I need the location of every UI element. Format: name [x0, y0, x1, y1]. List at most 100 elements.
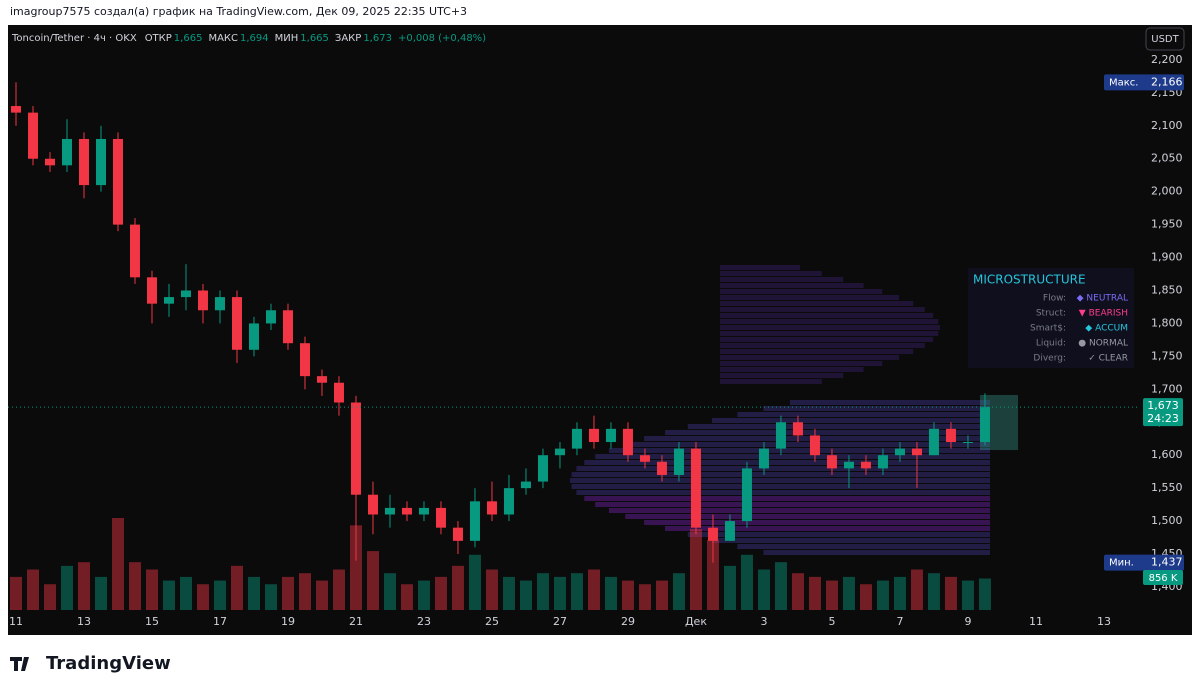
- volume-bar: [332, 569, 345, 610]
- currency[interactable]: USDT: [1151, 34, 1179, 45]
- volume-bar: [417, 580, 430, 610]
- profile-bar: [737, 544, 990, 549]
- volume-bar: [468, 554, 481, 610]
- legend-value: 1,665: [174, 33, 203, 44]
- volume-bar: [927, 573, 940, 610]
- volume-bar: [162, 580, 175, 610]
- volume-bar: [213, 580, 226, 610]
- volume-bar: [111, 518, 124, 610]
- volume-bar: [553, 576, 566, 610]
- currency-button[interactable]: [1145, 27, 1185, 51]
- candle-body: [401, 507, 412, 515]
- profile-bar: [720, 373, 844, 378]
- volume-bar: [638, 584, 651, 610]
- candle-body: [129, 224, 140, 278]
- x-tick-label: 13: [77, 615, 91, 628]
- panel-value: ✓ CLEAR: [1088, 354, 1128, 364]
- profile-bar: [595, 502, 990, 507]
- volume-bar: [944, 576, 957, 610]
- candle-body: [571, 428, 582, 449]
- candle-body: [639, 455, 650, 462]
- y-tick-label: 2,000: [1151, 185, 1183, 198]
- profile-bar: [711, 538, 990, 543]
- profile-bar: [571, 472, 990, 477]
- candle-body: [163, 297, 174, 304]
- candle-body: [877, 455, 888, 469]
- candle-body: [299, 343, 310, 377]
- candle-body: [418, 507, 429, 515]
- candle-body: [180, 290, 191, 298]
- profile-bar: [720, 337, 934, 342]
- volume-bar: [519, 580, 532, 610]
- volume-bar: [536, 573, 549, 610]
- candle-body: [520, 481, 531, 489]
- candle-body: [197, 290, 208, 311]
- panel-value: ● NORMAL: [1078, 339, 1128, 349]
- candle-body: [231, 297, 242, 350]
- profile-bar: [625, 514, 990, 519]
- y-tick-label: 2,050: [1151, 152, 1183, 165]
- candle-body: [605, 428, 616, 443]
- min_marker-name: Мин.: [1109, 558, 1134, 569]
- volume-bar: [791, 573, 804, 610]
- x-tick-label: 13: [1097, 615, 1111, 628]
- panel-key: Liquid:: [1036, 339, 1066, 349]
- candle-body: [979, 407, 990, 443]
- volume-bar: [570, 573, 583, 610]
- profile-bar: [720, 325, 940, 330]
- profile-bar: [576, 466, 990, 471]
- profile-bar: [720, 343, 925, 348]
- legend-value: +0,008 (+0,48%): [398, 33, 486, 44]
- volume-bar: [145, 569, 158, 610]
- profile-bar: [687, 424, 990, 429]
- volume-bar: [26, 569, 39, 610]
- volume-bar: [298, 573, 311, 610]
- volume-bar: [94, 576, 107, 610]
- volume-bar: [247, 576, 260, 610]
- candle-body: [707, 527, 718, 541]
- profile-bar: [665, 526, 990, 531]
- candle-body: [333, 382, 344, 403]
- panel-value: ◆ NEUTRAL: [1077, 294, 1128, 304]
- volume-bar: [689, 529, 702, 610]
- candle-body: [61, 138, 72, 166]
- profile-bar: [720, 295, 899, 300]
- candle-body: [741, 468, 752, 522]
- volume-bar: [128, 562, 141, 610]
- legend-label: МИН: [275, 33, 299, 44]
- legend-value: 1,665: [300, 33, 329, 44]
- candle-body: [10, 106, 21, 113]
- volume-bar: [978, 578, 991, 610]
- profile-bar: [687, 532, 990, 537]
- x-tick-label: 11: [9, 615, 23, 628]
- panel-value: ◆ ACCUM: [1085, 324, 1128, 334]
- volume-bar: [859, 584, 872, 610]
- candle-body: [112, 138, 123, 225]
- volume-bar: [9, 576, 22, 610]
- volume-bar: [808, 576, 821, 610]
- legend-label: МАКС: [208, 33, 238, 44]
- volume-bar: [281, 576, 294, 610]
- panel-key: Smart$:: [1030, 324, 1066, 334]
- profile-bar: [720, 271, 822, 276]
- volume-bar: [723, 565, 736, 610]
- profile-bar: [584, 496, 990, 501]
- candle-body: [588, 428, 599, 443]
- volume-bar: [366, 551, 379, 610]
- profile-bar: [763, 406, 990, 411]
- y-tick-label: 1,500: [1151, 514, 1183, 527]
- x-tick-label: 11: [1029, 615, 1043, 628]
- legend-value: 1,694: [240, 33, 269, 44]
- volume-bar: [706, 540, 719, 610]
- x-tick-label: 9: [964, 615, 971, 628]
- legend-label: ОТКР: [145, 33, 172, 44]
- profile-bar: [644, 520, 990, 525]
- candle-body: [214, 297, 225, 311]
- chart-title: Toncoin/Tether · 4ч · OKX: [11, 33, 137, 44]
- y-tick-label: 1,950: [1151, 218, 1183, 231]
- last-price-badge: [1143, 398, 1183, 427]
- candle-body: [350, 402, 361, 495]
- candle-body: [503, 488, 514, 515]
- y-tick-label: 2,200: [1151, 53, 1183, 66]
